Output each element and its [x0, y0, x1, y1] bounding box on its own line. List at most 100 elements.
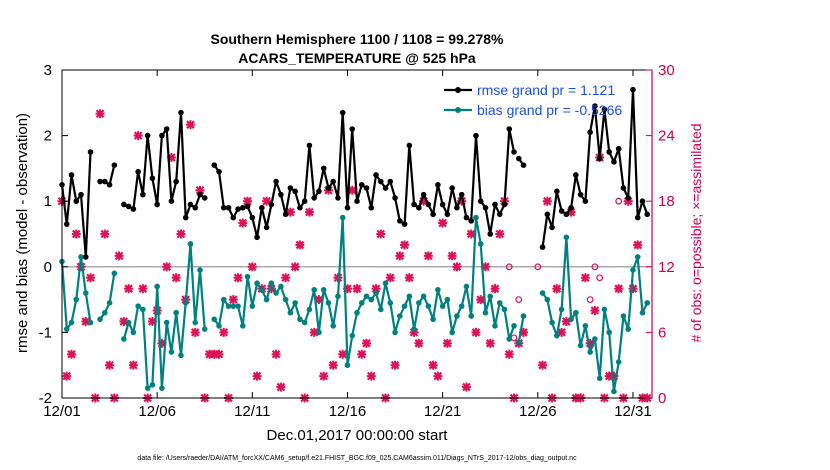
- bias-point: [259, 286, 265, 293]
- rmse-point: [506, 126, 513, 132]
- rmse-point: [240, 204, 246, 211]
- obs-assimilated-marker: [471, 327, 481, 337]
- bias-point: [268, 280, 275, 287]
- rmse-point: [377, 178, 384, 185]
- bias-point: [230, 303, 237, 309]
- bias-point: [187, 241, 194, 247]
- y-right-tick-label: 18: [658, 193, 675, 210]
- rmse-point: [630, 86, 636, 93]
- rmse-point: [201, 195, 208, 201]
- obs-assimilated-marker: [190, 327, 200, 337]
- bias-point: [630, 267, 636, 273]
- bias-point: [592, 336, 598, 342]
- bias-point: [73, 296, 80, 303]
- y-left-tick-label: -2: [39, 390, 52, 407]
- bias-point: [435, 286, 441, 293]
- rmse-point: [563, 211, 570, 218]
- rmse-point: [278, 191, 284, 198]
- bias-point: [244, 273, 251, 280]
- rmse-point: [354, 198, 360, 204]
- rmse-point: [644, 211, 651, 218]
- obs-assimilated-marker: [352, 284, 362, 294]
- rmse-point: [216, 168, 222, 175]
- rmse-point: [168, 198, 175, 204]
- obs-assimilated-marker: [295, 240, 305, 250]
- bias-point: [306, 306, 313, 313]
- obs-assimilated-marker: [423, 251, 433, 261]
- obs-assimilated-marker: [228, 295, 238, 305]
- rmse-point: [325, 185, 332, 191]
- rmse-point: [187, 201, 194, 208]
- obs-assimilated-marker: [404, 273, 414, 283]
- bias-point: [316, 329, 322, 336]
- rmse-point: [159, 132, 165, 139]
- obs-assimilated-marker: [171, 273, 181, 283]
- rmse-point: [482, 204, 489, 211]
- bias-point: [573, 309, 579, 316]
- rmse-point: [592, 103, 598, 109]
- bias-point: [211, 316, 218, 323]
- rmse-point: [611, 159, 617, 165]
- obs-assimilated-marker: [219, 327, 229, 337]
- obs-assimilated-marker: [552, 284, 562, 294]
- y-right-tick-label: 0: [658, 390, 666, 407]
- obs-assimilated-marker: [447, 251, 457, 261]
- rmse-point: [520, 162, 527, 168]
- obs-assimilated-marker: [438, 218, 448, 228]
- bias-point: [558, 306, 565, 313]
- rmse-point: [163, 126, 170, 132]
- rmse-point: [254, 234, 260, 241]
- bias-point: [601, 306, 608, 313]
- obs-possible-marker: [515, 296, 523, 304]
- bias-point: [125, 319, 132, 326]
- rmse-point: [235, 206, 241, 212]
- rmse-point: [468, 218, 474, 224]
- obs-assimilated-marker: [590, 306, 600, 316]
- rmse-point: [449, 185, 455, 191]
- rmse-point: [515, 155, 522, 162]
- obs-assimilated-marker: [138, 284, 148, 294]
- rmse-point: [335, 195, 341, 201]
- rmse-point: [544, 211, 551, 218]
- x-axis-label: Dec.01,2017 00:00:00 start: [267, 427, 449, 444]
- bias-point: [220, 296, 227, 303]
- chart-title-line-1: Southern Hemisphere 1100 / 1108 = 99.278…: [210, 31, 504, 47]
- rmse-point: [554, 188, 560, 195]
- bias-point: [140, 306, 146, 313]
- rmse-point: [344, 204, 351, 211]
- obs-assimilated-marker: [490, 284, 500, 294]
- obs-assimilated-marker: [461, 382, 471, 392]
- obs-possible-marker: [596, 274, 604, 282]
- rmse-point: [439, 201, 446, 208]
- rmse-point: [492, 201, 498, 208]
- bias-point: [240, 323, 246, 329]
- obs-assimilated-marker: [114, 251, 124, 261]
- obs-assimilated-marker: [214, 349, 224, 359]
- rmse-point: [587, 129, 593, 136]
- rmse-point: [401, 221, 408, 227]
- rmse-point: [249, 214, 256, 221]
- rmse-point: [182, 214, 189, 221]
- rmse-point: [263, 224, 270, 231]
- rmse-point: [373, 172, 379, 178]
- bias-point: [425, 303, 432, 309]
- rmse-point: [230, 214, 237, 221]
- x-tick-label: 12/31: [614, 403, 652, 420]
- bias-point: [373, 290, 379, 296]
- bias-point: [506, 336, 513, 342]
- obs-assimilated-marker: [67, 349, 77, 359]
- obs-possible-marker: [615, 197, 623, 205]
- bias-point: [273, 290, 279, 296]
- bias-point: [363, 293, 370, 300]
- bias-point: [235, 303, 241, 309]
- rmse-point: [634, 214, 641, 221]
- obs-assimilated-marker: [542, 196, 552, 206]
- x-tick-label: 12/06: [138, 403, 176, 420]
- rmse-point: [511, 149, 517, 155]
- obs-assimilated-marker: [433, 371, 443, 381]
- obs-assimilated-marker: [614, 284, 624, 294]
- obs-assimilated-marker: [385, 273, 395, 283]
- rmse-point: [244, 203, 251, 210]
- rmse-point: [501, 201, 508, 208]
